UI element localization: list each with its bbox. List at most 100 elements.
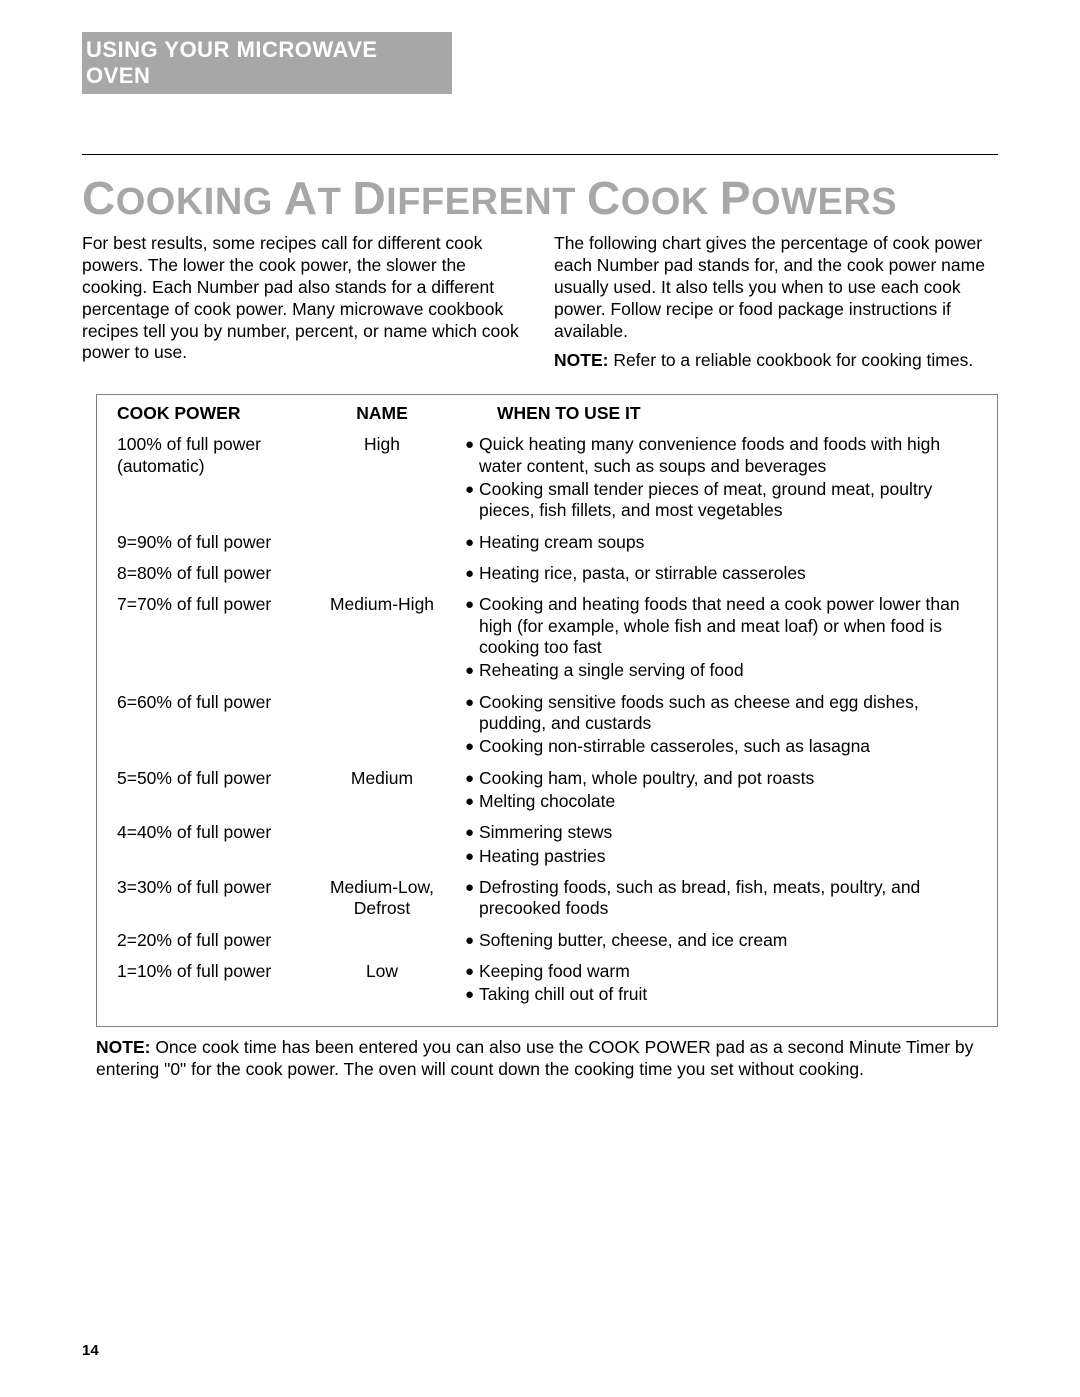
use-text: Cooking ham, whole poultry, and pot roas… [479,768,983,789]
use-item: ●Cooking ham, whole poultry, and pot roa… [465,768,983,789]
table-row: 5=50% of full powerMedium ●Cooking ham, w… [97,764,997,819]
use-text: Heating cream soups [479,532,983,553]
cell-uses: ●Cooking sensitive foods such as cheese … [457,688,997,764]
cell-name [307,528,457,559]
use-text: Heating rice, pasta, or stirrable casser… [479,563,983,584]
cell-uses: ●Cooking and heating foods that need a c… [457,590,997,687]
intro-right: The following chart gives the percentage… [554,233,998,380]
use-text: Defrosting foods, such as bread, fish, m… [479,877,983,920]
bullet-icon: ● [465,594,479,615]
use-text: Heating pastries [479,846,983,867]
cook-power-table: Cook Power Name When To Use It 100% of f… [97,395,997,1012]
intro-right-note: NOTE: Refer to a reliable cookbook for c… [554,350,998,372]
table-row: 6=60% of full power ●Cooking sensitive fo… [97,688,997,764]
use-item: ●Cooking and heating foods that need a c… [465,594,983,658]
bullet-icon: ● [465,692,479,713]
intro-right-text: The following chart gives the percentage… [554,233,998,342]
cell-uses: ●Heating cream soups [457,528,997,559]
bullet-icon: ● [465,532,479,553]
footnote-label: NOTE: [96,1037,150,1057]
cell-name: High [307,430,457,527]
cell-cook-power: 100% of full power (automatic) [97,430,307,527]
note-label: NOTE: [554,350,608,370]
use-text: Simmering stews [479,822,983,843]
use-item: ●Reheating a single serving of food [465,660,983,681]
note-text: Refer to a reliable cookbook for cooking… [608,350,973,370]
use-text: Cooking small tender pieces of meat, gro… [479,479,983,522]
intro-left: For best results, some recipes call for … [82,233,526,380]
cell-cook-power: 7=70% of full power [97,590,307,687]
cell-name [307,559,457,590]
bullet-icon: ● [465,822,479,843]
cell-cook-power: 9=90% of full power [97,528,307,559]
bullet-icon: ● [465,660,479,681]
cell-name [307,926,457,957]
table-row: 100% of full power (automatic)High●Quick… [97,430,997,527]
cell-name [307,688,457,764]
use-text: Keeping food warm [479,961,983,982]
bullet-icon: ● [465,846,479,867]
table-row: 7=70% of full powerMedium-High●Cooking a… [97,590,997,687]
cell-name: Medium-High [307,590,457,687]
use-item: ●Melting chocolate [465,791,983,812]
footnote: NOTE: Once cook time has been entered yo… [82,1037,998,1081]
page-container: USING YOUR MICROWAVE OVEN COOKING AT DIF… [0,0,1080,1081]
cell-cook-power: 6=60% of full power [97,688,307,764]
header-when-to-use: When To Use It [457,395,997,430]
cell-name: Medium-Low, Defrost [307,873,457,926]
use-item: ●Softening butter, cheese, and ice cream [465,930,983,951]
bullet-icon: ● [465,434,479,455]
use-item: ●Cooking small tender pieces of meat, gr… [465,479,983,522]
page-title: COOKING AT DIFFERENT COOK POWERS [82,171,998,225]
bullet-icon: ● [465,768,479,789]
cook-power-table-wrap: Cook Power Name When To Use It 100% of f… [96,394,998,1027]
cell-uses: ●Keeping food warm●Taking chill out of f… [457,957,997,1012]
section-header: USING YOUR MICROWAVE OVEN [82,32,452,94]
bullet-icon: ● [465,877,479,898]
use-item: ●Taking chill out of fruit [465,984,983,1005]
table-header-row: Cook Power Name When To Use It [97,395,997,430]
intro-columns: For best results, some recipes call for … [82,233,998,380]
header-cook-power: Cook Power [97,395,307,430]
use-item: ●Quick heating many convenience foods an… [465,434,983,477]
bullet-icon: ● [465,791,479,812]
use-item: ●Defrosting foods, such as bread, fish, … [465,877,983,920]
cell-uses: ●Softening butter, cheese, and ice cream [457,926,997,957]
table-row: 8=80% of full power ●Heating rice, pasta,… [97,559,997,590]
use-text: Cooking and heating foods that need a co… [479,594,983,658]
use-text: Quick heating many convenience foods and… [479,434,983,477]
use-item: ●Simmering stews [465,822,983,843]
use-text: Taking chill out of fruit [479,984,983,1005]
use-text: Cooking non-stirrable casseroles, such a… [479,736,983,757]
cell-cook-power: 3=30% of full power [97,873,307,926]
use-text: Melting chocolate [479,791,983,812]
bullet-icon: ● [465,930,479,951]
use-item: ●Heating cream soups [465,532,983,553]
cell-name: Low [307,957,457,1012]
use-item: ●Heating rice, pasta, or stirrable casse… [465,563,983,584]
cell-cook-power: 4=40% of full power [97,818,307,873]
cell-uses: ●Quick heating many convenience foods an… [457,430,997,527]
cell-uses: ●Heating rice, pasta, or stirrable casse… [457,559,997,590]
table-row: 4=40% of full power●Simmering stews●Heat… [97,818,997,873]
use-text: Reheating a single serving of food [479,660,983,681]
bullet-icon: ● [465,984,479,1005]
use-item: ●Cooking sensitive foods such as cheese … [465,692,983,735]
cell-name: Medium [307,764,457,819]
use-text: Softening butter, cheese, and ice cream [479,930,983,951]
cell-cook-power: 8=80% of full power [97,559,307,590]
header-name: Name [307,395,457,430]
use-item: ●Cooking non-stirrable casseroles, such … [465,736,983,757]
cell-name [307,818,457,873]
footnote-text: Once cook time has been entered you can … [96,1037,973,1079]
rule [82,154,998,155]
use-text: Cooking sensitive foods such as cheese a… [479,692,983,735]
use-item: ●Heating pastries [465,846,983,867]
cell-cook-power: 5=50% of full power [97,764,307,819]
cell-uses: ●Cooking ham, whole poultry, and pot roa… [457,764,997,819]
bullet-icon: ● [465,961,479,982]
bullet-icon: ● [465,479,479,500]
page-number: 14 [82,1342,99,1359]
table-row: 1=10% of full powerLow●Keeping food warm… [97,957,997,1012]
bullet-icon: ● [465,736,479,757]
